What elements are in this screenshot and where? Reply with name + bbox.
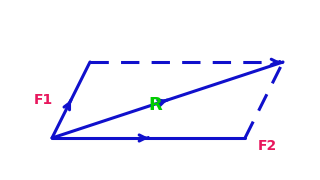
Text: R: R	[148, 96, 162, 114]
Text: with solved examples: with solved examples	[79, 158, 241, 171]
Text: Parallelogram Law of Vectors: Parallelogram Law of Vectors	[16, 11, 304, 29]
Text: F2: F2	[257, 139, 276, 153]
Text: F1: F1	[33, 93, 52, 107]
